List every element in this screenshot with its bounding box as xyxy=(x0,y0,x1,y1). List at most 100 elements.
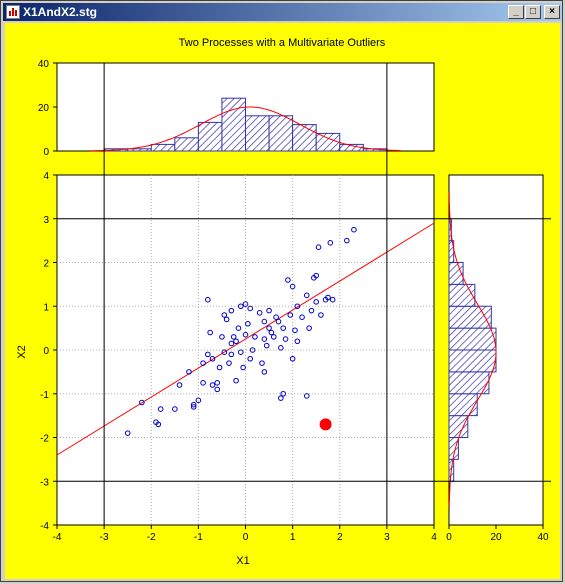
right-normal-curve xyxy=(448,192,497,508)
data-point xyxy=(237,303,244,310)
maximize-button[interactable]: □ xyxy=(525,5,541,19)
x-tick-label: 0 xyxy=(243,532,249,543)
x-tick-label: -2 xyxy=(147,532,156,543)
data-point xyxy=(237,349,244,355)
data-point xyxy=(247,355,254,362)
right-histogram-bar xyxy=(448,415,469,438)
top-histogram-bar xyxy=(245,115,270,152)
data-point xyxy=(226,360,232,366)
data-point xyxy=(268,329,275,336)
data-point xyxy=(209,355,216,362)
data-point xyxy=(252,334,258,340)
right-histogram-bar xyxy=(448,349,497,373)
statistica-graph-icon[interactable] xyxy=(6,5,20,19)
x-axis-label: X1 xyxy=(236,555,249,567)
data-point xyxy=(275,318,282,325)
data-point xyxy=(228,340,235,347)
chart-title: Two Processes with a Multivariate Outlie… xyxy=(179,37,386,49)
data-point xyxy=(294,338,301,345)
data-point xyxy=(282,336,289,342)
y-tick-label: -4 xyxy=(40,521,49,532)
data-point xyxy=(200,380,206,386)
y-tick-label: 0 xyxy=(43,346,49,357)
data-point xyxy=(205,351,211,358)
close-button[interactable]: × xyxy=(544,5,560,19)
x-tick-label: -4 xyxy=(53,532,62,543)
data-point xyxy=(278,345,284,351)
data-point xyxy=(242,331,249,338)
data-point xyxy=(219,334,225,340)
data-point xyxy=(230,334,237,340)
data-point xyxy=(270,334,277,340)
data-point xyxy=(195,397,202,404)
top-histogram-bar xyxy=(315,132,341,152)
scatterplot-with-histograms[interactable]: Two Processes with a Multivariate Outlie… xyxy=(5,23,560,579)
data-point xyxy=(228,351,235,358)
data-point xyxy=(157,406,164,412)
minimize-button[interactable]: _ xyxy=(508,5,524,19)
minimize-icon: _ xyxy=(513,6,519,17)
data-point xyxy=(263,342,270,349)
data-point xyxy=(306,325,312,331)
data-point xyxy=(139,399,145,406)
data-point xyxy=(289,355,296,362)
data-point xyxy=(303,393,310,399)
data-point xyxy=(351,226,357,233)
data-point xyxy=(207,329,213,336)
data-point xyxy=(228,307,235,314)
y-tick-label: 3 xyxy=(43,215,49,226)
title-bar[interactable]: X1AndX2.stg _ □ × xyxy=(3,3,562,21)
window-title: X1AndX2.stg xyxy=(23,5,98,19)
data-point xyxy=(261,318,268,325)
data-point xyxy=(294,303,301,310)
data-point xyxy=(209,382,216,388)
data-point xyxy=(280,325,287,331)
top-hist-tick-label: 0 xyxy=(43,147,49,158)
data-point xyxy=(289,283,296,290)
data-point xyxy=(280,390,287,397)
right-hist-tick-label: 40 xyxy=(537,532,549,543)
data-point xyxy=(221,312,228,318)
graph-canvas[interactable]: Two Processes with a Multivariate Outlie… xyxy=(5,23,560,579)
data-point xyxy=(190,401,197,408)
x-tick-label: 1 xyxy=(290,532,296,543)
data-point xyxy=(233,338,239,345)
data-point xyxy=(242,301,249,307)
data-point xyxy=(223,316,230,323)
y-tick-label: 4 xyxy=(43,171,49,182)
top-histogram-bar xyxy=(221,97,246,152)
data-point xyxy=(214,380,221,386)
data-point xyxy=(233,377,239,384)
top-histogram-bar xyxy=(292,124,317,152)
data-point xyxy=(273,314,279,320)
data-point xyxy=(303,292,310,299)
data-point xyxy=(205,296,211,303)
y-tick-label: 2 xyxy=(43,259,49,270)
data-point xyxy=(124,430,131,436)
right-hist-tick-label: 20 xyxy=(490,532,502,543)
data-point xyxy=(313,299,319,305)
data-point xyxy=(249,347,256,353)
data-point xyxy=(327,240,334,246)
top-hist-tick-label: 20 xyxy=(38,103,50,114)
data-point xyxy=(176,382,183,388)
data-point xyxy=(287,312,294,318)
top-histogram-bar xyxy=(174,137,199,152)
right-histogram-bar xyxy=(448,283,476,307)
data-point xyxy=(200,360,206,366)
data-point xyxy=(172,406,178,412)
data-point xyxy=(247,305,254,312)
x-tick-label: 3 xyxy=(384,532,390,543)
regression-line xyxy=(56,222,435,456)
data-point xyxy=(216,364,223,371)
y-tick-label: -2 xyxy=(40,434,49,445)
data-point xyxy=(313,272,319,279)
data-point xyxy=(325,294,331,301)
data-point xyxy=(266,307,272,314)
right-histogram-bar xyxy=(448,393,478,417)
x-tick-label: -3 xyxy=(100,532,109,543)
data-point xyxy=(285,277,291,283)
y-tick-label: -3 xyxy=(40,477,49,488)
data-point xyxy=(190,404,197,410)
